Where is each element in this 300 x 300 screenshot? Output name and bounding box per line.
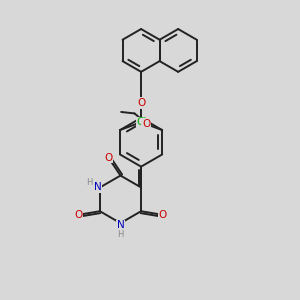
Text: H: H — [117, 230, 124, 239]
Text: O: O — [137, 98, 145, 108]
Text: N: N — [117, 220, 124, 230]
Text: H: H — [86, 178, 92, 187]
Text: Cl: Cl — [136, 117, 147, 128]
Text: O: O — [74, 210, 83, 220]
Text: O: O — [142, 118, 150, 128]
Text: O: O — [104, 153, 112, 163]
Text: N: N — [94, 182, 101, 192]
Text: O: O — [158, 210, 166, 220]
